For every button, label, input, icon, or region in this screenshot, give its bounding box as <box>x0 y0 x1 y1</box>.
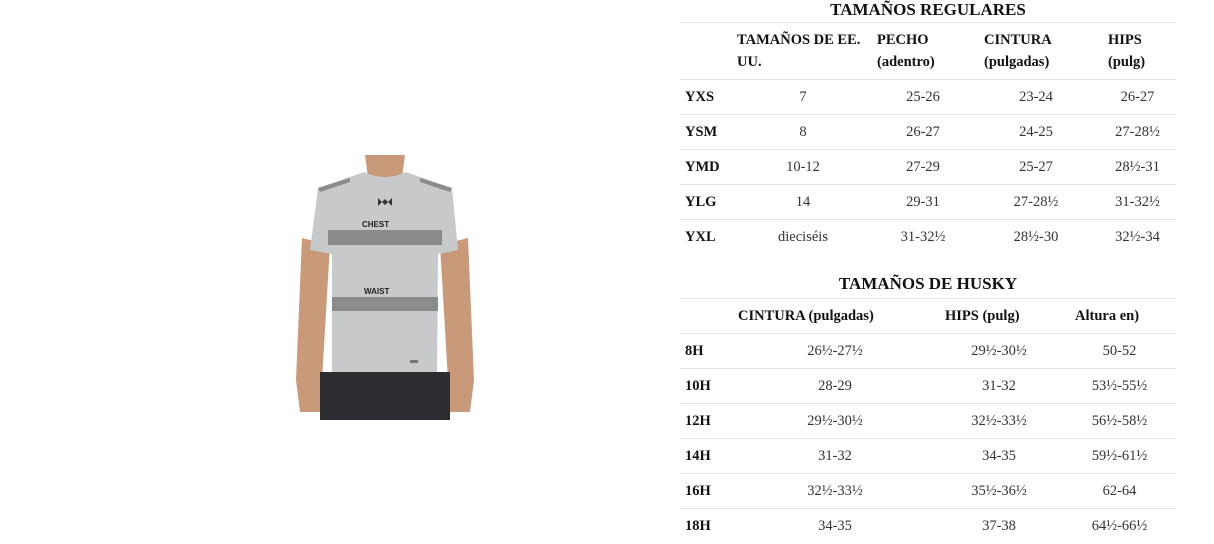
value-cell: 32½-33½ <box>935 403 1063 439</box>
table-row: 12H 29½-30½ 32½-33½ 56½-58½ <box>680 403 1176 439</box>
value-cell: 62-64 <box>1063 473 1176 509</box>
husky-sizes-title: TAMAÑOS DE HUSKY <box>838 274 1018 293</box>
value-cell: 31-32 <box>735 438 935 474</box>
value-cell: 37-38 <box>935 508 1063 544</box>
size-label-cell: YMD <box>680 149 733 185</box>
size-label-cell: 12H <box>680 403 735 439</box>
header-us-size: TAMAÑOS DE EE. UU. <box>733 22 873 80</box>
value-cell: 8 <box>733 114 873 150</box>
value-cell: 7 <box>733 79 873 115</box>
value-cell: 29½-30½ <box>735 403 935 439</box>
value-cell: 14 <box>733 184 873 220</box>
table-row: YSM 8 26-27 24-25 27-28½ <box>680 114 1176 150</box>
size-label-cell: YLG <box>680 184 733 220</box>
value-cell: 64½-66½ <box>1063 508 1176 544</box>
value-cell: 10-12 <box>733 149 873 185</box>
header-cell <box>680 298 735 334</box>
value-cell: 31-32 <box>935 368 1063 404</box>
size-label-cell: 16H <box>680 473 735 509</box>
table-header-row: TAMAÑOS DE EE. UU. PECHO (adentro) CINTU… <box>680 22 1176 80</box>
table-row: 8H 26½-27½ 29½-30½ 50-52 <box>680 333 1176 369</box>
value-cell: 26-27 <box>873 114 973 150</box>
husky-sizes-table: CINTURA (pulgadas) HIPS (pulg) Altura en… <box>680 298 1176 544</box>
value-cell: 28½-31 <box>1099 149 1176 185</box>
husky-sizes-section: TAMAÑOS DE HUSKY CINTURA (pulgadas) HIPS… <box>680 272 1176 544</box>
table-row: YXS 7 25-26 23-24 26-27 <box>680 79 1176 115</box>
size-label-cell: YXL <box>680 219 733 255</box>
value-cell: 34-35 <box>735 508 935 544</box>
value-cell: 29-31 <box>873 184 973 220</box>
waist-label: WAIST <box>364 287 390 296</box>
table-row: YLG 14 29-31 27-28½ 31-32½ <box>680 184 1176 220</box>
value-cell: 31-32½ <box>1099 184 1176 220</box>
regular-sizes-table: TAMAÑOS DE EE. UU. PECHO (adentro) CINTU… <box>680 22 1176 255</box>
value-cell: 53½-55½ <box>1063 368 1176 404</box>
value-cell: 32½-33½ <box>735 473 935 509</box>
value-cell: 59½-61½ <box>1063 438 1176 474</box>
brand-logo-icon <box>378 198 392 206</box>
table-row: 18H 34-35 37-38 64½-66½ <box>680 508 1176 544</box>
table-row: 16H 32½-33½ 35½-36½ 62-64 <box>680 473 1176 509</box>
size-label-cell: YXS <box>680 79 733 115</box>
size-label-cell: 8H <box>680 333 735 369</box>
table-row: YXL dieciséis 31-32½ 28½-30 32½-34 <box>680 219 1176 255</box>
table-row: 10H 28-29 31-32 53½-55½ <box>680 368 1176 404</box>
header-chest: PECHO (adentro) <box>873 22 973 80</box>
value-cell: 34-35 <box>935 438 1063 474</box>
value-cell: 56½-58½ <box>1063 403 1176 439</box>
size-label-cell: 10H <box>680 368 735 404</box>
table-row: 14H 31-32 34-35 59½-61½ <box>680 438 1176 474</box>
value-cell: 27-28½ <box>973 184 1099 220</box>
chest-label: CHEST <box>362 220 390 229</box>
value-cell: 26½-27½ <box>735 333 935 369</box>
header-cell <box>680 22 733 80</box>
value-cell: 28½-30 <box>973 219 1099 255</box>
regular-sizes-section: TAMAÑOS REGULARES TAMAÑOS DE EE. UU. PEC… <box>680 0 1176 260</box>
header-hips: HIPS (pulg) <box>935 298 1063 334</box>
header-waist: CINTURA (pulgadas) <box>973 22 1099 80</box>
table-header-row: CINTURA (pulgadas) HIPS (pulg) Altura en… <box>680 298 1176 334</box>
header-waist: CINTURA (pulgadas) <box>735 298 935 334</box>
value-cell: 28-29 <box>735 368 935 404</box>
size-label-cell: 18H <box>680 508 735 544</box>
header-height: Altura en) <box>1063 298 1176 334</box>
regular-sizes-title: TAMAÑOS REGULARES <box>830 0 1026 19</box>
header-hips: HIPS (pulg) <box>1099 22 1176 80</box>
size-guide-photo: CHEST WAIST <box>290 150 480 420</box>
value-cell: 29½-30½ <box>935 333 1063 369</box>
value-cell: 27-28½ <box>1099 114 1176 150</box>
value-cell: 23-24 <box>973 79 1099 115</box>
value-cell: dieciséis <box>733 219 873 255</box>
value-cell: 24-25 <box>973 114 1099 150</box>
value-cell: 50-52 <box>1063 333 1176 369</box>
value-cell: 27-29 <box>873 149 973 185</box>
value-cell: 35½-36½ <box>935 473 1063 509</box>
value-cell: 32½-34 <box>1099 219 1176 255</box>
size-label-cell: 14H <box>680 438 735 474</box>
value-cell: 26-27 <box>1099 79 1176 115</box>
size-label-cell: YSM <box>680 114 733 150</box>
value-cell: 31-32½ <box>873 219 973 255</box>
table-row: YMD 10-12 27-29 25-27 28½-31 <box>680 149 1176 185</box>
value-cell: 25-27 <box>973 149 1099 185</box>
value-cell: 25-26 <box>873 79 973 115</box>
